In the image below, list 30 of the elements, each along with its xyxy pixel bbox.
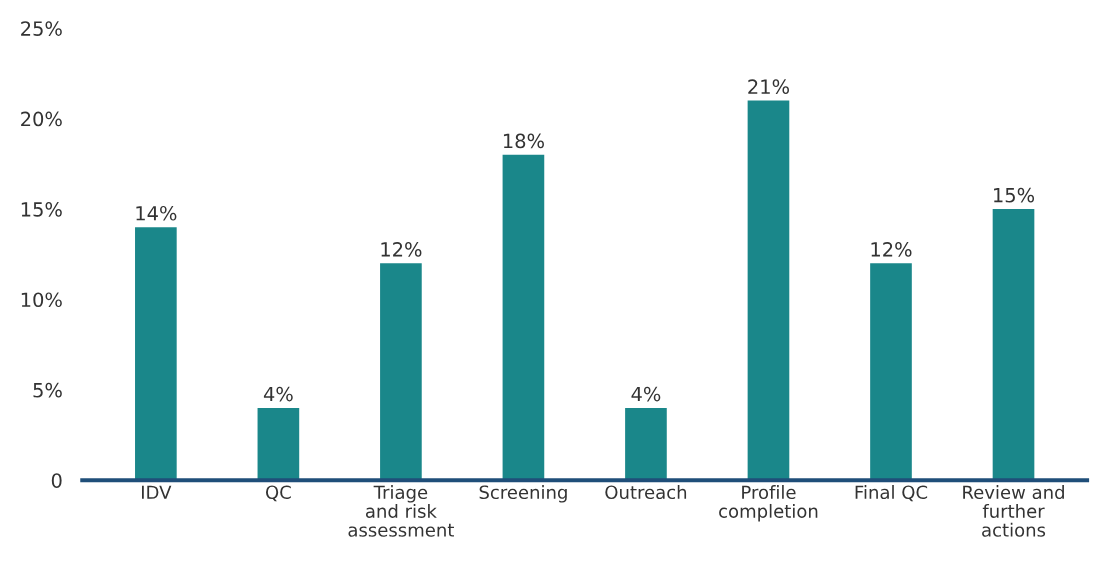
y-tick-label: 20%	[21, 111, 62, 127]
data-label: 4%	[263, 386, 293, 402]
y-tick-label: 5%	[33, 382, 62, 398]
y-tick-label: 25%	[21, 21, 62, 36]
x-tick-label: IDV	[142, 485, 172, 499]
data-label: 14%	[136, 205, 177, 221]
bar	[380, 263, 422, 481]
x-tick-label: Profile completion	[719, 485, 818, 522]
data-label: 12%	[871, 242, 912, 257]
x-tick-label: Review and further actions	[963, 485, 1064, 537]
data-label: 15%	[994, 187, 1035, 203]
x-tick-label: Final QC	[855, 485, 928, 502]
bar	[625, 407, 667, 481]
bar	[992, 209, 1035, 481]
bar	[870, 263, 912, 481]
bar	[135, 227, 177, 481]
x-tick-label: QC	[265, 485, 291, 502]
y-tick-label: 0	[51, 473, 62, 488]
x-tick-label: Triage and risk assessment	[348, 485, 454, 537]
x-tick-label: Screening	[479, 485, 567, 503]
y-tick-label: 15%	[21, 202, 62, 217]
data-label: 12%	[381, 242, 422, 257]
data-label: 4%	[631, 386, 661, 402]
bar	[502, 154, 545, 481]
data-label: 21%	[748, 79, 789, 95]
bar	[257, 407, 300, 481]
data-label: 18%	[503, 133, 544, 149]
y-tick-label: 10%	[21, 292, 62, 308]
x-tick-label: Outreach	[605, 485, 687, 500]
bar	[747, 100, 790, 481]
